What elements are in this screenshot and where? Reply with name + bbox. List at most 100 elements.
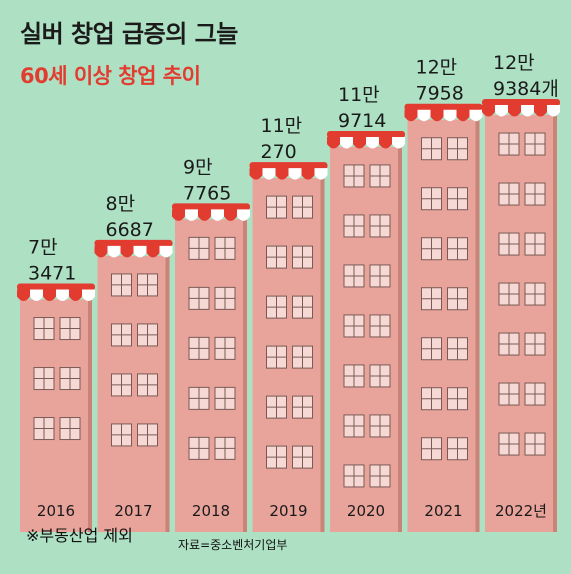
bar-6-window-1 (524, 132, 546, 156)
bar-5-window-1 (447, 137, 468, 161)
data-label-4-1: 9714 (338, 110, 386, 132)
bar-4-window-8 (343, 364, 365, 388)
footnote: ※부동산업 제외 (26, 526, 133, 545)
bar-4-window-4 (343, 264, 365, 288)
bar-5-window-3 (447, 187, 468, 211)
bar-5-window-10 (421, 387, 442, 411)
bar-6-window-6 (498, 282, 520, 306)
bar-5-window-2 (421, 187, 442, 211)
x-tick-label-2: 2018 (192, 502, 230, 520)
x-tick-label-1: 2017 (114, 502, 152, 520)
bar-6-awning (482, 99, 560, 117)
bar-3-window-7 (292, 345, 313, 369)
headline: 실버 창업 급증의 그늘 (20, 20, 238, 48)
bar-0-awning (17, 283, 95, 302)
bar-2-window-2 (188, 286, 210, 310)
bar-0-window-0 (33, 317, 55, 341)
x-tick-label-3: 2019 (269, 502, 307, 520)
bar-2-window-0 (188, 236, 210, 260)
data-label-0-0: 7만 (28, 237, 58, 259)
bar-0-window-4 (33, 417, 55, 441)
bar-3-window-9 (292, 395, 313, 419)
bar-5-window-8 (421, 337, 442, 361)
bar-4-window-9 (369, 364, 391, 388)
bar-1-awning (94, 239, 173, 258)
bar-3-building (252, 178, 325, 532)
bar-2-window-9 (214, 436, 236, 460)
bar-5-window-0 (421, 137, 442, 161)
data-label-5-0: 12만 (416, 57, 458, 79)
bar-2-window-8 (188, 436, 210, 460)
bar-3-window-4 (266, 295, 287, 319)
bar-2-window-6 (188, 386, 210, 410)
bar-2-window-5 (214, 336, 236, 360)
chart-title: 60세 이상 창업 추이 (20, 64, 201, 88)
bar-4-building (330, 146, 402, 533)
bar-3-window-5 (292, 295, 313, 319)
bar-6: 2022년 12만 9384개 (482, 52, 560, 532)
bar-1-shadow (165, 255, 170, 532)
bar-0: 2016 7만 3471 (17, 237, 95, 532)
source-note: 자료=중소벤처기업부 (178, 538, 288, 552)
bar-5-building (407, 119, 480, 533)
bar-4-window-13 (369, 464, 391, 488)
bar-0-shadow (88, 299, 92, 532)
bar-3-window-0 (266, 195, 287, 219)
bar-4: 2020 11만 9714 (327, 84, 405, 533)
bar-3: 2019 11만 270 (249, 115, 328, 532)
bar-5-window-9 (447, 337, 468, 361)
bar-5-window-7 (447, 287, 468, 311)
bar-1-window-2 (111, 323, 132, 347)
bar-2-window-3 (214, 286, 236, 310)
bar-2: 2018 9만 7765 (172, 156, 250, 533)
bar-1-window-7 (137, 423, 158, 447)
bar-4-window-5 (369, 264, 391, 288)
bar-6-window-11 (524, 382, 546, 406)
x-tick-label-0: 2016 (37, 502, 75, 520)
data-label-3-1: 270 (261, 141, 297, 163)
bar-5-awning (404, 103, 483, 122)
bar-4-shadow (398, 146, 402, 533)
data-label-4-0: 11만 (338, 84, 380, 106)
bar-6-building (485, 115, 557, 532)
bar-1-window-5 (137, 373, 158, 397)
bar-5-window-12 (421, 437, 442, 461)
bar-0-window-1 (59, 317, 81, 341)
bar-0-window-5 (59, 417, 81, 441)
bar-0-building (20, 299, 92, 532)
bar-6-window-5 (524, 232, 546, 256)
bar-6-window-8 (498, 332, 520, 356)
bar-3-awning (249, 162, 328, 180)
bar-3-window-8 (266, 395, 287, 419)
x-tick-label-5: 2021 (424, 502, 462, 520)
bar-4-window-6 (343, 314, 365, 338)
bar-6-window-13 (524, 432, 546, 456)
bar-6-window-12 (498, 432, 520, 456)
bar-3-window-2 (266, 245, 287, 269)
data-label-1-0: 8만 (106, 193, 136, 215)
data-label-6-0: 12만 (493, 52, 535, 74)
bar-5-window-13 (447, 437, 468, 461)
bar-2-building (175, 219, 247, 533)
x-tick-label-4: 2020 (347, 502, 385, 520)
data-label-5-1: 7958 (416, 83, 464, 105)
bar-1-window-3 (137, 323, 158, 347)
bar-5: 2021 12만 7958 (404, 57, 483, 533)
data-label-0-1: 3471 (28, 263, 76, 285)
bar-5-window-4 (421, 237, 442, 261)
bar-2-window-4 (188, 336, 210, 360)
bar-5-window-5 (447, 237, 468, 261)
bar-3-window-11 (292, 445, 313, 469)
bar-5-shadow (475, 119, 480, 533)
bar-6-window-3 (524, 182, 546, 206)
bar-3-window-6 (266, 345, 287, 369)
bar-4-window-11 (369, 414, 391, 438)
bar-1-window-4 (111, 373, 132, 397)
bar-2-window-7 (214, 386, 236, 410)
bar-2-window-1 (214, 236, 236, 260)
bar-1-window-0 (111, 273, 132, 297)
bar-6-window-0 (498, 132, 520, 156)
bar-0-window-2 (33, 367, 55, 391)
